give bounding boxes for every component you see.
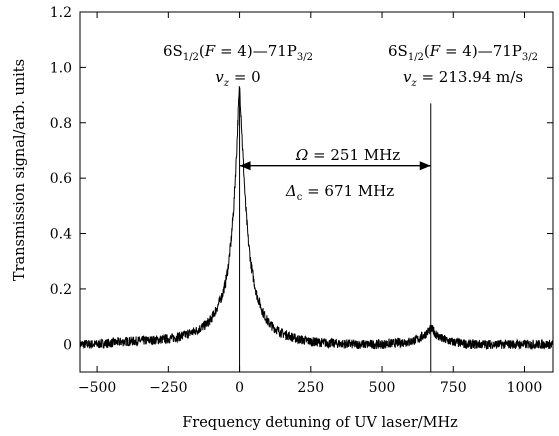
data-layer: [79, 86, 554, 372]
y-tick-label: 0.2: [50, 282, 72, 298]
y-tick-label: 1.0: [50, 60, 72, 76]
x-tick-label: −500: [78, 380, 116, 396]
x-tick-label: 1000: [507, 380, 543, 396]
detuning-arrowhead-left: [239, 161, 251, 171]
y-tick-label: 1.2: [50, 5, 72, 21]
plot-frame: [79, 11, 554, 373]
y-tick-label: 0.4: [50, 227, 72, 243]
x-tick-label: 500: [369, 380, 396, 396]
x-tick-label: 250: [297, 380, 324, 396]
annotations: 6S1/2(F = 4)—71P3/2 vz = 0 6S1/2(F = 4)—…: [163, 42, 538, 203]
omega-annotation: Ω = 251 MHz: [295, 146, 400, 164]
x-axis-label: Frequency detuning of UV laser/MHz: [182, 415, 458, 431]
peak1-level-annotation: 6S1/2(F = 4)—71P3/2: [163, 42, 313, 63]
x-tick-label: 750: [440, 380, 467, 396]
detuning-arrowhead-right: [419, 161, 431, 171]
x-tick-label: 0: [235, 380, 244, 396]
y-axis-label: Transmission signal/arb. units: [12, 59, 28, 281]
y-tick-label: 0.8: [50, 116, 72, 132]
y-tick-label: 0.6: [50, 171, 72, 187]
x-tick-label: −250: [149, 380, 187, 396]
y-tick-label: 0: [63, 337, 72, 353]
peak2-velocity-annotation: vz = 213.94 m/s: [403, 68, 523, 89]
transmission-signal-line: [79, 86, 554, 351]
delta-annotation: Δc = 671 MHz: [285, 182, 394, 203]
peak2-level-annotation: 6S1/2(F = 4)—71P3/2: [388, 42, 538, 63]
axis-ticks: −500 −250 0 250 500 750 1000 0 0.2 0.4 0.6 0.8 1.0 1.…: [50, 5, 553, 396]
peak1-velocity-annotation: vz = 0: [215, 68, 260, 89]
